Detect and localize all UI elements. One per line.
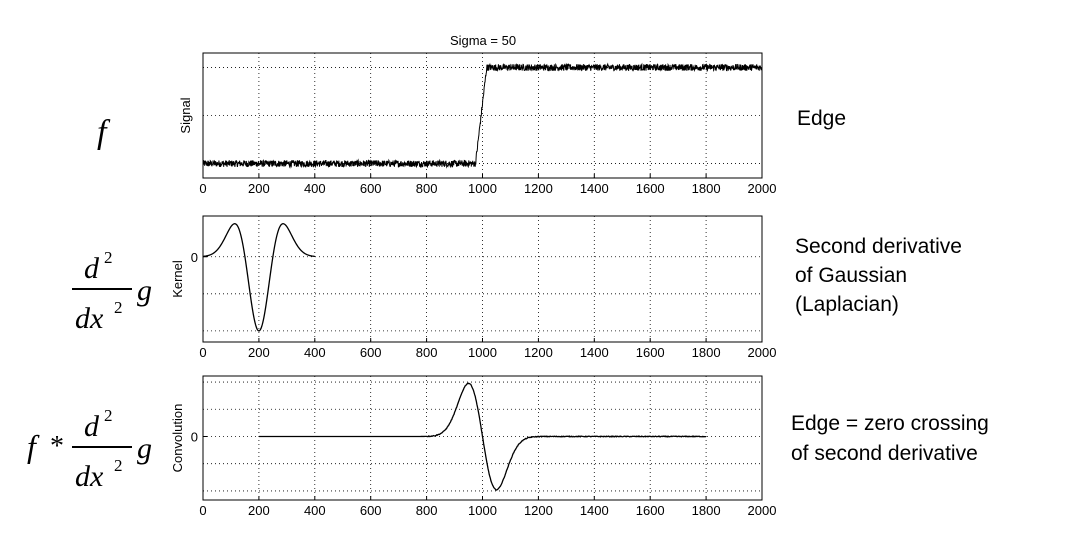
formula-g: g <box>137 274 152 307</box>
x-tick-label: 1800 <box>692 345 721 360</box>
y-axis-label: Kernel <box>170 260 185 298</box>
x-tick-label: 2000 <box>748 181 777 196</box>
formula-conv-denominator-dx: dx <box>75 460 104 493</box>
formula-conv-f: f <box>27 428 40 464</box>
x-tick-label: 1800 <box>692 503 721 518</box>
series-line <box>202 62 763 169</box>
x-tick-label: 1000 <box>468 503 497 518</box>
annotation-zero-crossing-line2: of second derivative <box>791 442 978 465</box>
x-tick-label: 1600 <box>636 345 665 360</box>
formula-numerator-exp: 2 <box>104 248 113 267</box>
y-axis-label: Convolution <box>170 404 185 473</box>
convolution-plot: 0 200 400 600 800 1000 1200 1400 1600 1800 2000 0 Co… <box>170 375 777 518</box>
formula-denominator-dx: dx <box>75 302 104 335</box>
formula-denominator-exp: 2 <box>114 298 123 317</box>
y-axis-label: Signal <box>178 97 193 133</box>
x-tick-label: 600 <box>360 345 382 360</box>
x-tick-label: 0 <box>199 181 206 196</box>
x-tick-label: 1200 <box>524 503 553 518</box>
formula-conv-denominator-exp: 2 <box>114 456 123 475</box>
y-tick-label: 0 <box>191 429 198 444</box>
series-line <box>258 382 707 491</box>
x-tick-label: 800 <box>416 345 438 360</box>
annotation-laplacian-line2: of Gaussian <box>795 264 907 287</box>
figure-title: Sigma = 50 <box>450 33 516 48</box>
formula-conv-star: * <box>50 431 64 462</box>
x-tick-label: 600 <box>360 503 382 518</box>
annotation-laplacian-line1: Second derivative <box>795 235 962 258</box>
formula-conv-numerator-d: d <box>84 410 100 443</box>
plot-frame <box>202 215 763 343</box>
x-tick-label: 1000 <box>468 345 497 360</box>
formula-conv-g: g <box>137 432 152 465</box>
formula-f: f <box>97 114 111 151</box>
x-tick-label: 1000 <box>468 181 497 196</box>
x-tick-label: 800 <box>416 181 438 196</box>
y-tick-label: 0 <box>191 250 198 265</box>
x-tick-label: 200 <box>248 345 270 360</box>
formula-numerator-d: d <box>84 252 100 285</box>
annotation-zero-crossing-line1: Edge = zero crossing <box>791 412 989 435</box>
signal-plot: 0 200 400 600 800 1000 1200 1400 1600 1800 2000 Sig… <box>178 52 777 196</box>
x-tick-label: 800 <box>416 503 438 518</box>
formula-laplacian: d 2 dx 2 g <box>72 248 152 335</box>
annotation-edge: Edge <box>797 107 846 130</box>
x-tick-label: 200 <box>248 181 270 196</box>
x-tick-label: 0 <box>199 503 206 518</box>
x-tick-label: 400 <box>304 181 326 196</box>
x-tick-label: 1600 <box>636 503 665 518</box>
x-tick-label: 2000 <box>748 503 777 518</box>
x-tick-label: 600 <box>360 181 382 196</box>
annotation-laplacian-line3: (Laplacian) <box>795 293 899 316</box>
x-tick-label: 1200 <box>524 345 553 360</box>
x-tick-label: 2000 <box>748 345 777 360</box>
x-tick-label: 1200 <box>524 181 553 196</box>
formula-convolution: f * d 2 dx 2 g <box>27 406 152 493</box>
plot-frame <box>202 52 763 179</box>
x-tick-label: 400 <box>304 503 326 518</box>
x-tick-label: 1400 <box>580 503 609 518</box>
x-tick-label: 0 <box>199 345 206 360</box>
x-tick-label: 1600 <box>636 181 665 196</box>
x-tick-label: 1400 <box>580 345 609 360</box>
kernel-plot: 0 200 400 600 800 1000 1200 1400 1600 1800 2000 0 Ke… <box>170 215 777 360</box>
x-tick-label: 200 <box>248 503 270 518</box>
series-line <box>202 223 315 332</box>
formula-f-symbol: f <box>97 114 111 151</box>
x-tick-label: 1800 <box>692 181 721 196</box>
x-tick-label: 1400 <box>580 181 609 196</box>
formula-conv-numerator-exp: 2 <box>104 406 113 425</box>
x-tick-label: 400 <box>304 345 326 360</box>
